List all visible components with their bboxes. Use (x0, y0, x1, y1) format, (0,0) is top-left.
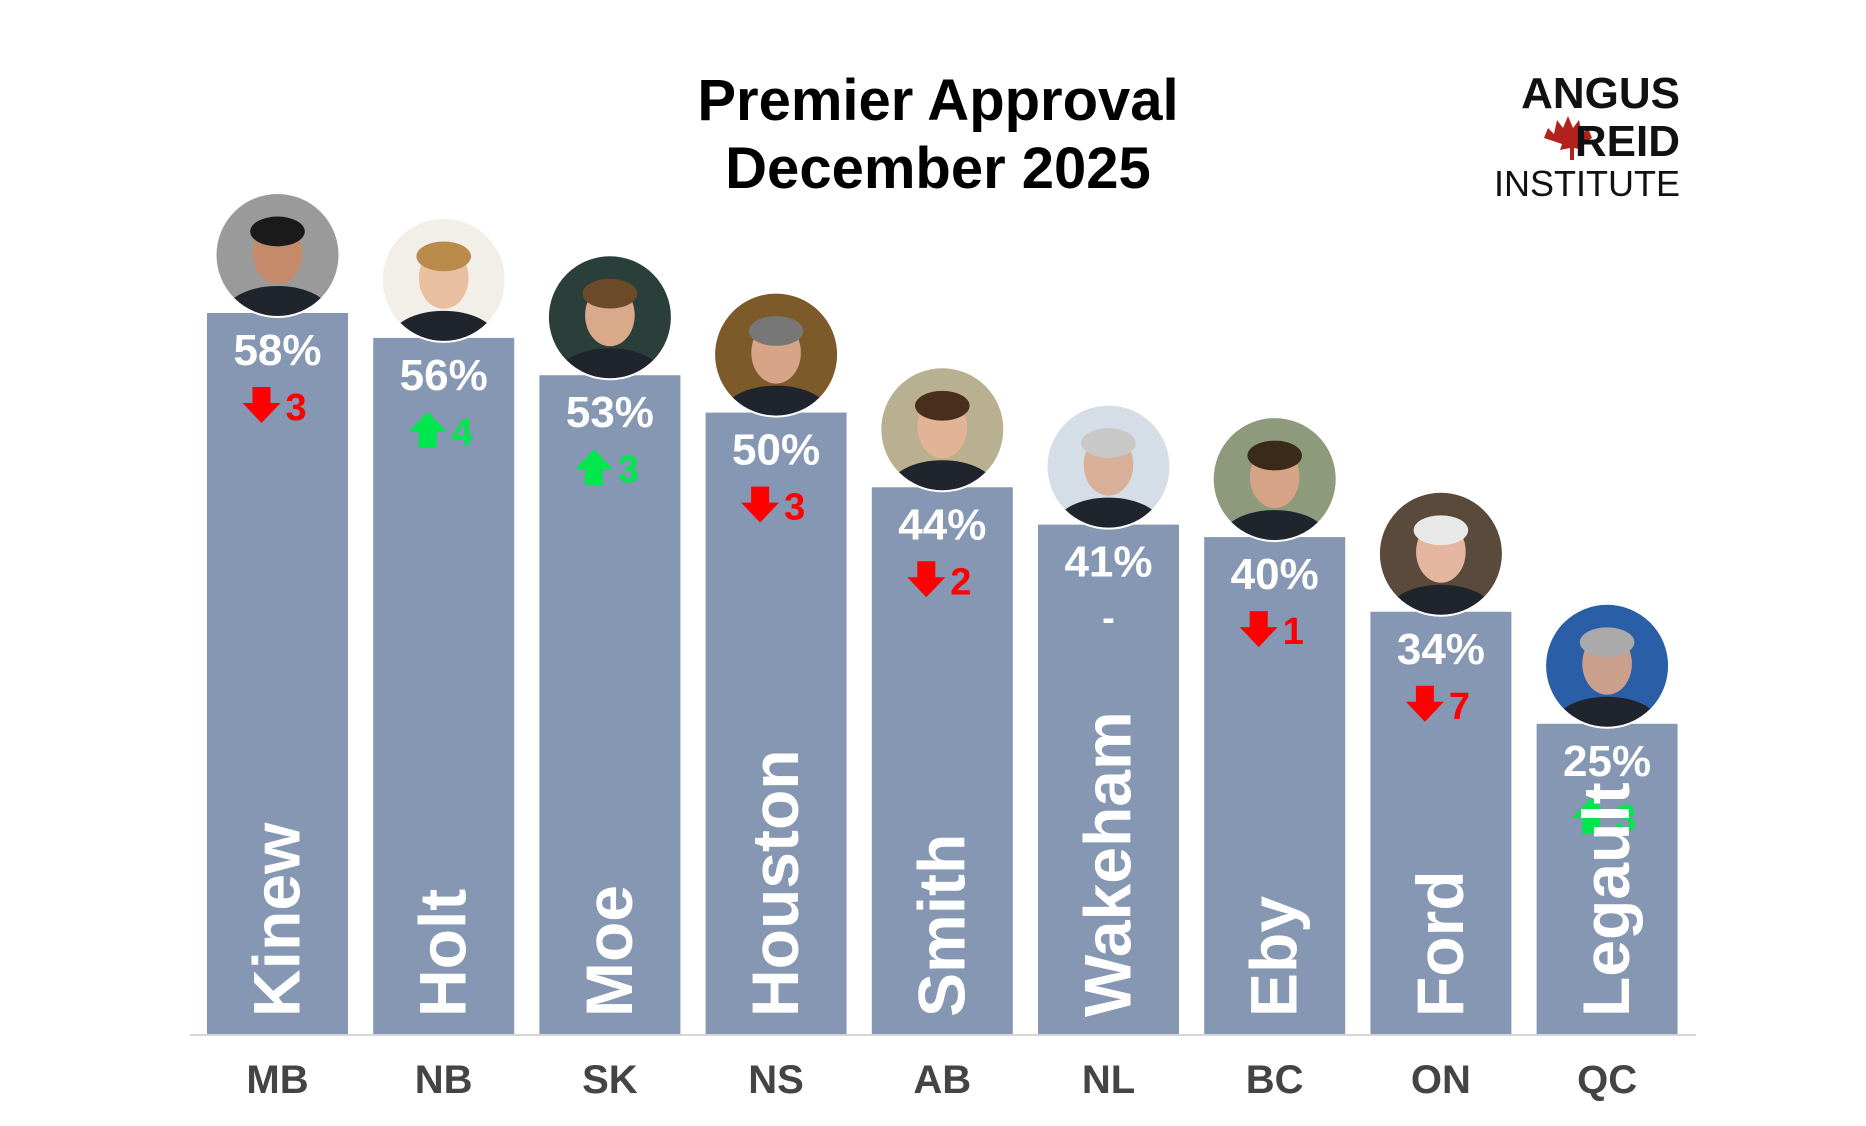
logo-line-institute: INSTITUTE (1494, 163, 1680, 204)
x-tick-label: NL (1082, 1058, 1135, 1102)
bar-group-on: 34% 7 Ford ON (1370, 490, 1512, 1102)
bar-group-nb: 56% 4 Holt NB (373, 216, 515, 1102)
bar (373, 337, 515, 1035)
bar-group-ns: 50% 3 Houston NS (705, 291, 847, 1102)
premier-name-label: Legault (1569, 782, 1643, 1017)
premier-photo-avatar (1545, 603, 1670, 728)
bar-group-ab: 44% 2 Smith AB (871, 366, 1013, 1102)
value-label: 53% (566, 388, 654, 437)
premier-name-label: Holt (406, 889, 480, 1017)
x-tick-label: NS (748, 1058, 804, 1102)
angus-reid-logo: ANGUS REID INSTITUTE (1494, 69, 1680, 204)
change-label: 3 (286, 387, 307, 429)
change-label: 2 (950, 561, 971, 603)
maple-leaf-icon (1544, 116, 1592, 160)
x-tick-label: MB (246, 1058, 308, 1102)
change-label: 3 (1615, 798, 1636, 840)
premier-name-label: Houston (738, 749, 812, 1017)
change-arrow-down-icon (1239, 611, 1278, 648)
premier-name-label: Wakeham (1071, 711, 1145, 1017)
bar (1038, 524, 1179, 1035)
bars: 58% 3 Kinew MB 56% 4 Holt NB 53% 3 Moe SK 50% 3 Housto… (207, 192, 1678, 1102)
logo-line-reid: REID (1575, 117, 1680, 166)
premier-photo-avatar (1212, 417, 1337, 542)
premier-name-label: Eby (1237, 896, 1311, 1017)
change-label: - (1102, 598, 1115, 640)
value-label: 50% (732, 426, 820, 475)
change-label: 4 (452, 412, 473, 454)
premier-name-label: Kinew (240, 822, 314, 1017)
x-tick-label: AB (913, 1058, 971, 1102)
change-label: 1 (1283, 611, 1304, 653)
value-label: 25% (1563, 737, 1651, 786)
premier-photo-avatar (1046, 404, 1171, 529)
change-arrow-up-icon (408, 411, 447, 448)
x-tick-label: BC (1246, 1058, 1304, 1102)
bar (1204, 537, 1346, 1035)
change-arrow-down-icon (741, 486, 780, 523)
change-label: 3 (784, 487, 805, 529)
premier-photo-avatar (880, 367, 1005, 492)
premier-photo-avatar (1378, 491, 1503, 616)
change-arrow-up-icon (1572, 797, 1611, 834)
chart-subtitle: December 2025 (725, 136, 1151, 201)
premier-name-label: Moe (572, 885, 646, 1017)
change-arrow-down-icon (242, 387, 281, 423)
change-label: 7 (1449, 686, 1470, 728)
premier-name-label: Ford (1403, 870, 1477, 1017)
x-tick-label: SK (582, 1058, 638, 1102)
change-arrow-down-icon (907, 561, 946, 598)
bar (1536, 723, 1678, 1035)
bar (539, 375, 681, 1035)
bar-group-mb: 58% 3 Kinew MB (207, 192, 348, 1102)
value-label: 41% (1064, 538, 1152, 587)
value-label: 44% (898, 500, 986, 549)
x-tick-label: NB (415, 1058, 473, 1102)
value-label: 34% (1397, 625, 1485, 674)
bar (705, 412, 847, 1036)
x-tick-label: ON (1411, 1058, 1471, 1102)
premier-photo-avatar (215, 193, 340, 317)
x-tick-label: QC (1577, 1058, 1637, 1102)
premier-photo-avatar (714, 292, 839, 417)
bar-group-nl: 41% - Wakeham NL (1038, 403, 1179, 1102)
chart-title: Premier Approval (697, 68, 1178, 133)
premier-name-label: Smith (904, 834, 978, 1017)
bar-group-bc: 40% 1 Eby BC (1204, 416, 1346, 1102)
change-arrow-up-icon (574, 449, 613, 486)
change-label: 3 (618, 449, 639, 491)
logo-line-angus: ANGUS (1521, 69, 1680, 118)
bar (1370, 611, 1512, 1035)
change-arrow-down-icon (1405, 685, 1444, 722)
value-label: 58% (233, 326, 321, 375)
premier-photo-avatar (547, 255, 672, 380)
bar-group-sk: 53% 3 Moe SK (539, 254, 681, 1102)
bar (207, 313, 348, 1035)
premier-photo-avatar (381, 217, 506, 342)
value-label: 40% (1231, 550, 1319, 599)
value-label: 56% (400, 351, 488, 400)
